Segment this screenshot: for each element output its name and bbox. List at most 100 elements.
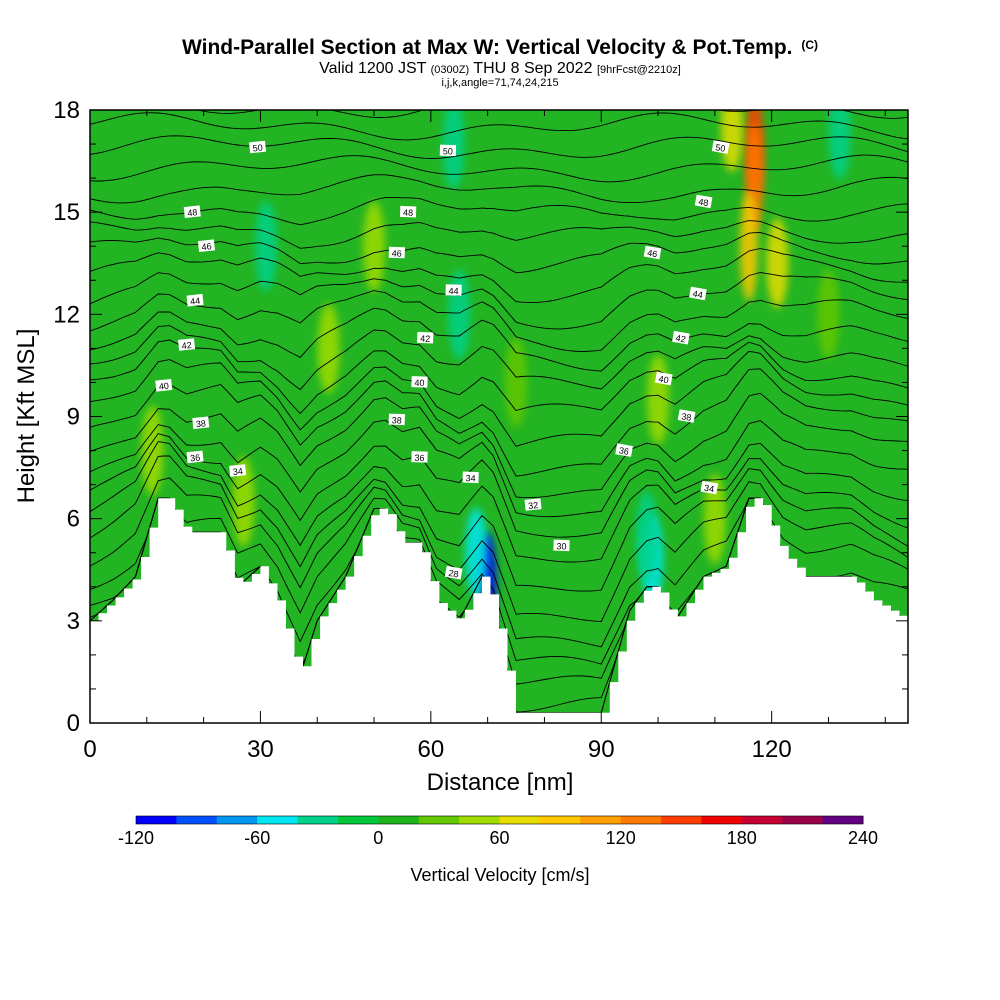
- contour-label-box: [654, 371, 673, 386]
- colorbar-outline: [135, 815, 864, 825]
- colorbar-swatch: [378, 816, 420, 824]
- colorbar-label: Vertical Velocity [cm/s]: [410, 865, 589, 885]
- velocity-feature: [448, 269, 471, 360]
- contour-label-box: [677, 409, 696, 423]
- y-axis-label: Height [Kft MSL]: [13, 329, 40, 504]
- contour-label-text: 42: [181, 340, 192, 351]
- theta-contour-label: 28: [444, 565, 463, 580]
- velocity-feature: [703, 473, 726, 564]
- theta-contour-line: [90, 477, 908, 622]
- contour-label-text: 44: [448, 286, 458, 296]
- x-tick-label: 120: [752, 736, 792, 763]
- chart-title: Wind-Parallel Section at Max W: Vertical…: [0, 36, 1000, 60]
- contour-label-box: [399, 205, 417, 218]
- contour-label-text: 44: [190, 296, 201, 307]
- valid-date: THU 8 Sep 2022: [473, 60, 593, 77]
- contour-label-box: [417, 331, 434, 344]
- colorbar-swatch: [418, 816, 460, 824]
- contour-label-text: 50: [252, 143, 263, 154]
- x-tick-label: 60: [417, 736, 444, 763]
- velocity-feature: [363, 201, 386, 292]
- theta-contour-line: [90, 307, 908, 372]
- contour-label-text: 32: [528, 500, 539, 511]
- theta-contour-label: 48: [183, 205, 201, 219]
- contour-label-box: [462, 471, 479, 484]
- theta-contour-label: 38: [388, 413, 406, 426]
- contour-label-box: [689, 286, 707, 301]
- contour-label-text: 38: [195, 418, 206, 429]
- contour-label-text: 46: [392, 248, 402, 258]
- theta-contour-label: 44: [186, 293, 204, 307]
- contour-label-text: 34: [232, 466, 243, 477]
- theta-contour-label: 48: [694, 194, 713, 209]
- colorbar-swatch: [661, 816, 702, 824]
- velocity-feature: [817, 269, 840, 360]
- colorbar-tick-label: 120: [606, 828, 636, 848]
- theta-contour-label: 46: [643, 245, 662, 260]
- chart-title-text: Wind-Parallel Section at Max W: Vertical…: [181, 36, 793, 59]
- contour-label-text: 28: [448, 568, 460, 580]
- contour-label-text: 44: [692, 289, 704, 301]
- colorbar-swatch: [257, 816, 299, 824]
- theta-contour-label: 34: [462, 471, 479, 484]
- velocity-feature: [232, 456, 255, 547]
- theta-contour-line: [90, 272, 908, 330]
- velocity-feature: [828, 110, 851, 179]
- contour-label-box: [229, 464, 247, 477]
- contour-label-box: [643, 245, 662, 260]
- theta-contour-label: 34: [229, 464, 247, 477]
- contour-label-text: 50: [443, 146, 453, 156]
- theta-contour-label: 50: [249, 140, 267, 154]
- contour-label-box: [186, 450, 204, 464]
- contour-label-box: [183, 205, 201, 219]
- colorbar-swatch: [580, 816, 622, 824]
- valid-utc: (0300Z): [430, 64, 470, 76]
- colorbar: -120 -60 0 60 120 180 240: [118, 815, 878, 848]
- contour-label-text: 36: [190, 452, 201, 463]
- velocity-feature: [739, 191, 758, 302]
- theta-contour-line: [90, 433, 908, 538]
- theta-contour-line: [90, 290, 908, 352]
- theta-contour-label: 36: [411, 451, 428, 463]
- forecast-info: [9hrFcst@2210z]: [596, 64, 681, 76]
- colorbar-swatch: [176, 816, 218, 824]
- colorbar-tick-label: 240: [848, 828, 878, 848]
- y-tick-label: 15: [53, 199, 80, 226]
- copyright-mark: (C): [801, 38, 819, 52]
- contour-label-text: 40: [658, 374, 670, 386]
- theta-contour-label: 50: [439, 144, 457, 157]
- x-axis-label: Distance [nm]: [427, 769, 574, 796]
- contour-label-text: 38: [392, 415, 402, 425]
- contour-label-text: 40: [414, 378, 424, 388]
- theta-contour-line: [90, 154, 908, 183]
- colorbar-swatch: [459, 816, 500, 824]
- theta-contour-line: [90, 135, 908, 159]
- contour-label-text: 48: [403, 208, 413, 218]
- velocity-feature: [720, 110, 743, 173]
- contour-label-text: 42: [675, 333, 687, 345]
- contour-label-box: [388, 413, 406, 426]
- section-params: i,j,k,angle=71,74,24,215: [441, 77, 559, 89]
- theta-contour-label: 44: [445, 284, 462, 296]
- colorbar-tick-label: 0: [373, 828, 383, 848]
- theta-contour-line: [90, 350, 908, 447]
- theta-contour-label: 30: [553, 539, 570, 552]
- theta-contour-line: [90, 174, 908, 204]
- theta-contour-label: 40: [155, 378, 173, 392]
- contour-label-text: 40: [158, 381, 169, 392]
- theta-contour-line: [90, 232, 908, 274]
- colorbar-swatch: [136, 816, 177, 824]
- theta-contour-label: 44: [689, 286, 707, 301]
- colorbar-tick-label: 60: [489, 828, 509, 848]
- contour-label-text: 48: [698, 197, 710, 209]
- y-tick-label: 18: [53, 97, 80, 124]
- contour-label-box: [711, 140, 730, 154]
- colorbar-swatch: [297, 816, 339, 824]
- velocity-feature: [766, 218, 789, 309]
- x-axis: 0 30 60 90 120: [83, 110, 886, 763]
- theta-contour-label: 38: [677, 409, 696, 423]
- contour-label-box: [694, 194, 713, 209]
- plot-area: 50 50 50 48 48 48 46 46 46 44 44 44 42 42 42 40 40 40 38 38…: [90, 110, 908, 723]
